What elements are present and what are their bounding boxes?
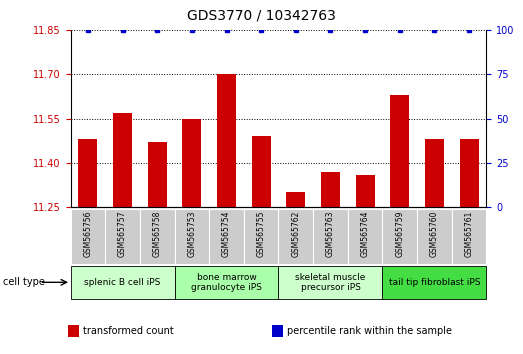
Text: GSM565757: GSM565757 [118, 211, 127, 257]
Text: GSM565755: GSM565755 [257, 211, 266, 257]
Bar [425, 139, 444, 207]
Bar [382, 266, 486, 299]
Bar [278, 266, 382, 299]
Bar [217, 74, 236, 207]
Text: GSM565759: GSM565759 [395, 211, 404, 257]
Text: GDS3770 / 10342763: GDS3770 / 10342763 [187, 9, 336, 23]
Bar [244, 209, 278, 264]
Text: GSM565764: GSM565764 [361, 211, 370, 257]
Text: percentile rank within the sample: percentile rank within the sample [287, 326, 451, 336]
Bar [209, 209, 244, 264]
Bar [147, 142, 167, 207]
Bar [78, 139, 97, 207]
Bar [278, 209, 313, 264]
Bar [348, 209, 382, 264]
Text: GSM565754: GSM565754 [222, 211, 231, 257]
Bar [390, 95, 410, 207]
Bar [356, 175, 374, 207]
Text: GSM565760: GSM565760 [430, 211, 439, 257]
Bar [71, 209, 105, 264]
Text: skeletal muscle
precursor iPS: skeletal muscle precursor iPS [295, 273, 366, 292]
Bar [175, 266, 278, 299]
Text: cell type: cell type [3, 277, 44, 287]
Bar [71, 266, 175, 299]
Bar [382, 209, 417, 264]
Text: bone marrow
granulocyte iPS: bone marrow granulocyte iPS [191, 273, 262, 292]
Bar [286, 192, 305, 207]
Text: GSM565761: GSM565761 [464, 211, 473, 257]
Text: GSM565758: GSM565758 [153, 211, 162, 257]
Text: GSM565763: GSM565763 [326, 211, 335, 257]
Bar [313, 209, 348, 264]
Bar [183, 119, 201, 207]
Bar [175, 209, 209, 264]
Bar [460, 139, 479, 207]
Bar [113, 113, 132, 207]
Text: GSM565756: GSM565756 [84, 211, 93, 257]
Bar [417, 209, 452, 264]
Bar [321, 172, 340, 207]
Bar [140, 209, 175, 264]
Text: tail tip fibroblast iPS: tail tip fibroblast iPS [389, 278, 480, 287]
Bar [105, 209, 140, 264]
Bar [252, 136, 271, 207]
Bar [452, 209, 486, 264]
Text: splenic B cell iPS: splenic B cell iPS [84, 278, 161, 287]
Text: GSM565762: GSM565762 [291, 211, 300, 257]
Text: GSM565753: GSM565753 [187, 211, 196, 257]
Text: transformed count: transformed count [83, 326, 174, 336]
